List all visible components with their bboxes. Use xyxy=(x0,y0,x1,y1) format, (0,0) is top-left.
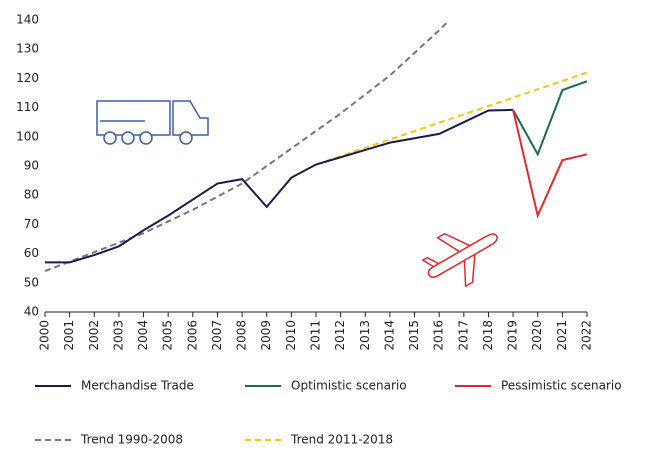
series-line xyxy=(315,71,588,166)
x-tick-label: 2015 xyxy=(407,320,421,351)
y-tick-label: 100 xyxy=(16,129,39,143)
series-line xyxy=(512,109,588,219)
x-tick-label: 2019 xyxy=(506,320,520,351)
plane-icon xyxy=(421,232,498,288)
x-tick-label: 2016 xyxy=(432,320,446,351)
y-tick-label: 70 xyxy=(24,217,39,231)
series-line xyxy=(45,108,514,264)
legend-label: Merchandise Trade xyxy=(81,379,194,393)
legend-label: Pessimistic scenario xyxy=(501,379,622,393)
x-tick-label: 2007 xyxy=(210,320,224,351)
y-tick-label: 110 xyxy=(16,100,39,114)
y-tick-label: 90 xyxy=(24,159,39,173)
x-tick-label: 2013 xyxy=(358,320,372,351)
x-tick-label: 2000 xyxy=(38,320,52,351)
x-tick-label: 2002 xyxy=(87,320,101,351)
x-tick-label: 2008 xyxy=(235,320,249,351)
legend-label: Trend 1990-2008 xyxy=(80,433,183,447)
x-tick-label: 2003 xyxy=(111,320,125,351)
x-tick-label: 2011 xyxy=(309,320,323,351)
x-tick-label: 2020 xyxy=(530,320,544,351)
y-tick-label: 40 xyxy=(24,305,39,319)
x-tick-label: 2017 xyxy=(456,320,470,351)
series-line xyxy=(512,80,588,157)
x-tick-label: 2006 xyxy=(185,320,199,351)
y-tick-label: 80 xyxy=(24,188,39,202)
x-tick-label: 2009 xyxy=(259,320,273,351)
y-tick-label: 60 xyxy=(24,246,39,260)
series-line xyxy=(44,22,448,273)
y-tick-label: 130 xyxy=(16,42,39,56)
x-tick-label: 2012 xyxy=(333,320,347,351)
legend-label: Trend 2011-2018 xyxy=(290,433,393,447)
y-tick-label: 120 xyxy=(16,71,39,85)
x-tick-label: 2001 xyxy=(62,320,76,351)
x-tick-label: 2014 xyxy=(382,320,396,351)
y-tick-label: 50 xyxy=(24,275,39,289)
x-tick-label: 2004 xyxy=(136,320,150,351)
legend-label: Optimistic scenario xyxy=(291,379,407,393)
x-tick-label: 2021 xyxy=(555,320,569,351)
truck-icon xyxy=(96,100,209,145)
x-tick-label: 2010 xyxy=(284,320,298,351)
y-tick-label: 140 xyxy=(16,13,39,27)
x-tick-label: 2018 xyxy=(481,320,495,351)
x-tick-label: 2022 xyxy=(580,320,594,351)
x-tick-label: 2005 xyxy=(161,320,175,351)
